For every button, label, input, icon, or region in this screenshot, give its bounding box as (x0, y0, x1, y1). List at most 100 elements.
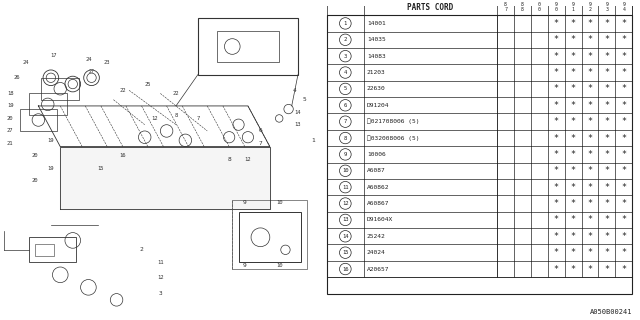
Bar (198, 18, 298, 75)
Text: 3: 3 (344, 54, 347, 59)
Text: *: * (604, 84, 609, 93)
Text: 17: 17 (51, 53, 57, 58)
Text: 22: 22 (120, 88, 126, 93)
Text: *: * (604, 35, 609, 44)
Text: 9
1: 9 1 (572, 2, 575, 12)
Text: *: * (621, 199, 627, 208)
Text: 8: 8 (227, 156, 231, 162)
Text: *: * (571, 199, 575, 208)
Text: 19: 19 (47, 166, 54, 171)
Text: *: * (554, 265, 559, 274)
Text: *: * (588, 232, 593, 241)
Text: 9
4: 9 4 (622, 2, 625, 12)
Text: 4: 4 (293, 88, 297, 93)
Text: *: * (604, 265, 609, 274)
Text: 1: 1 (344, 21, 347, 26)
Text: *: * (554, 215, 559, 224)
Text: PARTS CORD: PARTS CORD (407, 3, 454, 12)
Text: 6: 6 (259, 128, 262, 133)
Text: *: * (604, 215, 609, 224)
Text: *: * (604, 166, 609, 175)
Text: 19: 19 (7, 103, 13, 108)
Text: 12: 12 (157, 276, 164, 280)
Text: *: * (604, 150, 609, 159)
Text: *: * (588, 265, 593, 274)
Text: 12: 12 (151, 116, 157, 121)
Text: 25242: 25242 (367, 234, 385, 239)
Text: A60867: A60867 (367, 201, 389, 206)
Text: *: * (621, 101, 627, 110)
Text: A20657: A20657 (367, 267, 389, 272)
Text: *: * (588, 150, 593, 159)
Bar (327, 15, 632, 293)
Text: 2: 2 (344, 37, 347, 42)
Text: *: * (554, 68, 559, 77)
Text: D91604X: D91604X (367, 217, 393, 222)
Text: Ⓦ032008006 (5): Ⓦ032008006 (5) (367, 135, 419, 141)
Text: *: * (621, 232, 627, 241)
Text: *: * (588, 68, 593, 77)
Text: *: * (621, 19, 627, 28)
Text: *: * (621, 84, 627, 93)
Text: *: * (621, 52, 627, 61)
Text: 9: 9 (243, 200, 246, 205)
Text: 24: 24 (85, 57, 92, 61)
Text: *: * (554, 150, 559, 159)
Text: 8
8: 8 8 (521, 2, 524, 12)
Text: 9: 9 (344, 152, 347, 157)
Text: *: * (571, 19, 575, 28)
Text: *: * (554, 35, 559, 44)
Text: 16: 16 (120, 154, 126, 158)
Text: 22630: 22630 (367, 86, 385, 92)
Bar (217, 31, 279, 62)
Text: 23: 23 (104, 60, 111, 65)
Text: 20: 20 (32, 179, 38, 183)
Text: 8: 8 (344, 136, 347, 140)
Text: *: * (554, 101, 559, 110)
Text: *: * (571, 265, 575, 274)
Text: *: * (554, 232, 559, 241)
Text: A6087: A6087 (367, 168, 385, 173)
Text: 10: 10 (276, 263, 282, 268)
Text: *: * (554, 84, 559, 93)
Text: *: * (554, 199, 559, 208)
Text: 2: 2 (140, 247, 143, 252)
Text: *: * (588, 133, 593, 142)
Text: *: * (571, 117, 575, 126)
Text: *: * (571, 133, 575, 142)
Text: *: * (604, 19, 609, 28)
Text: 0
0: 0 0 (538, 2, 541, 12)
Text: 14001: 14001 (367, 21, 385, 26)
Text: *: * (621, 166, 627, 175)
Text: 11: 11 (342, 185, 349, 190)
Text: *: * (588, 84, 593, 93)
Text: *: * (571, 215, 575, 224)
Text: A050B00241: A050B00241 (589, 309, 632, 316)
Text: *: * (588, 35, 593, 44)
Text: *: * (621, 68, 627, 77)
Bar (29, 93, 67, 115)
Text: *: * (588, 52, 593, 61)
Text: 14: 14 (342, 234, 349, 239)
Text: *: * (621, 265, 627, 274)
Text: 7: 7 (196, 116, 200, 121)
Text: *: * (621, 35, 627, 44)
Text: *: * (621, 248, 627, 257)
Text: 7: 7 (259, 141, 262, 146)
Text: *: * (571, 35, 575, 44)
Text: 5: 5 (344, 86, 347, 92)
Text: 9
2: 9 2 (589, 2, 591, 12)
Polygon shape (60, 147, 270, 209)
Text: D91204: D91204 (367, 103, 389, 108)
Text: 10: 10 (276, 200, 282, 205)
Text: 22: 22 (173, 91, 179, 96)
Text: *: * (604, 183, 609, 192)
Text: 7: 7 (344, 119, 347, 124)
Text: 24: 24 (22, 60, 29, 65)
Text: 1: 1 (312, 138, 316, 143)
Text: 4: 4 (344, 70, 347, 75)
Text: *: * (621, 117, 627, 126)
Bar (29, 237, 76, 262)
Text: *: * (554, 117, 559, 126)
Text: 20: 20 (32, 154, 38, 158)
